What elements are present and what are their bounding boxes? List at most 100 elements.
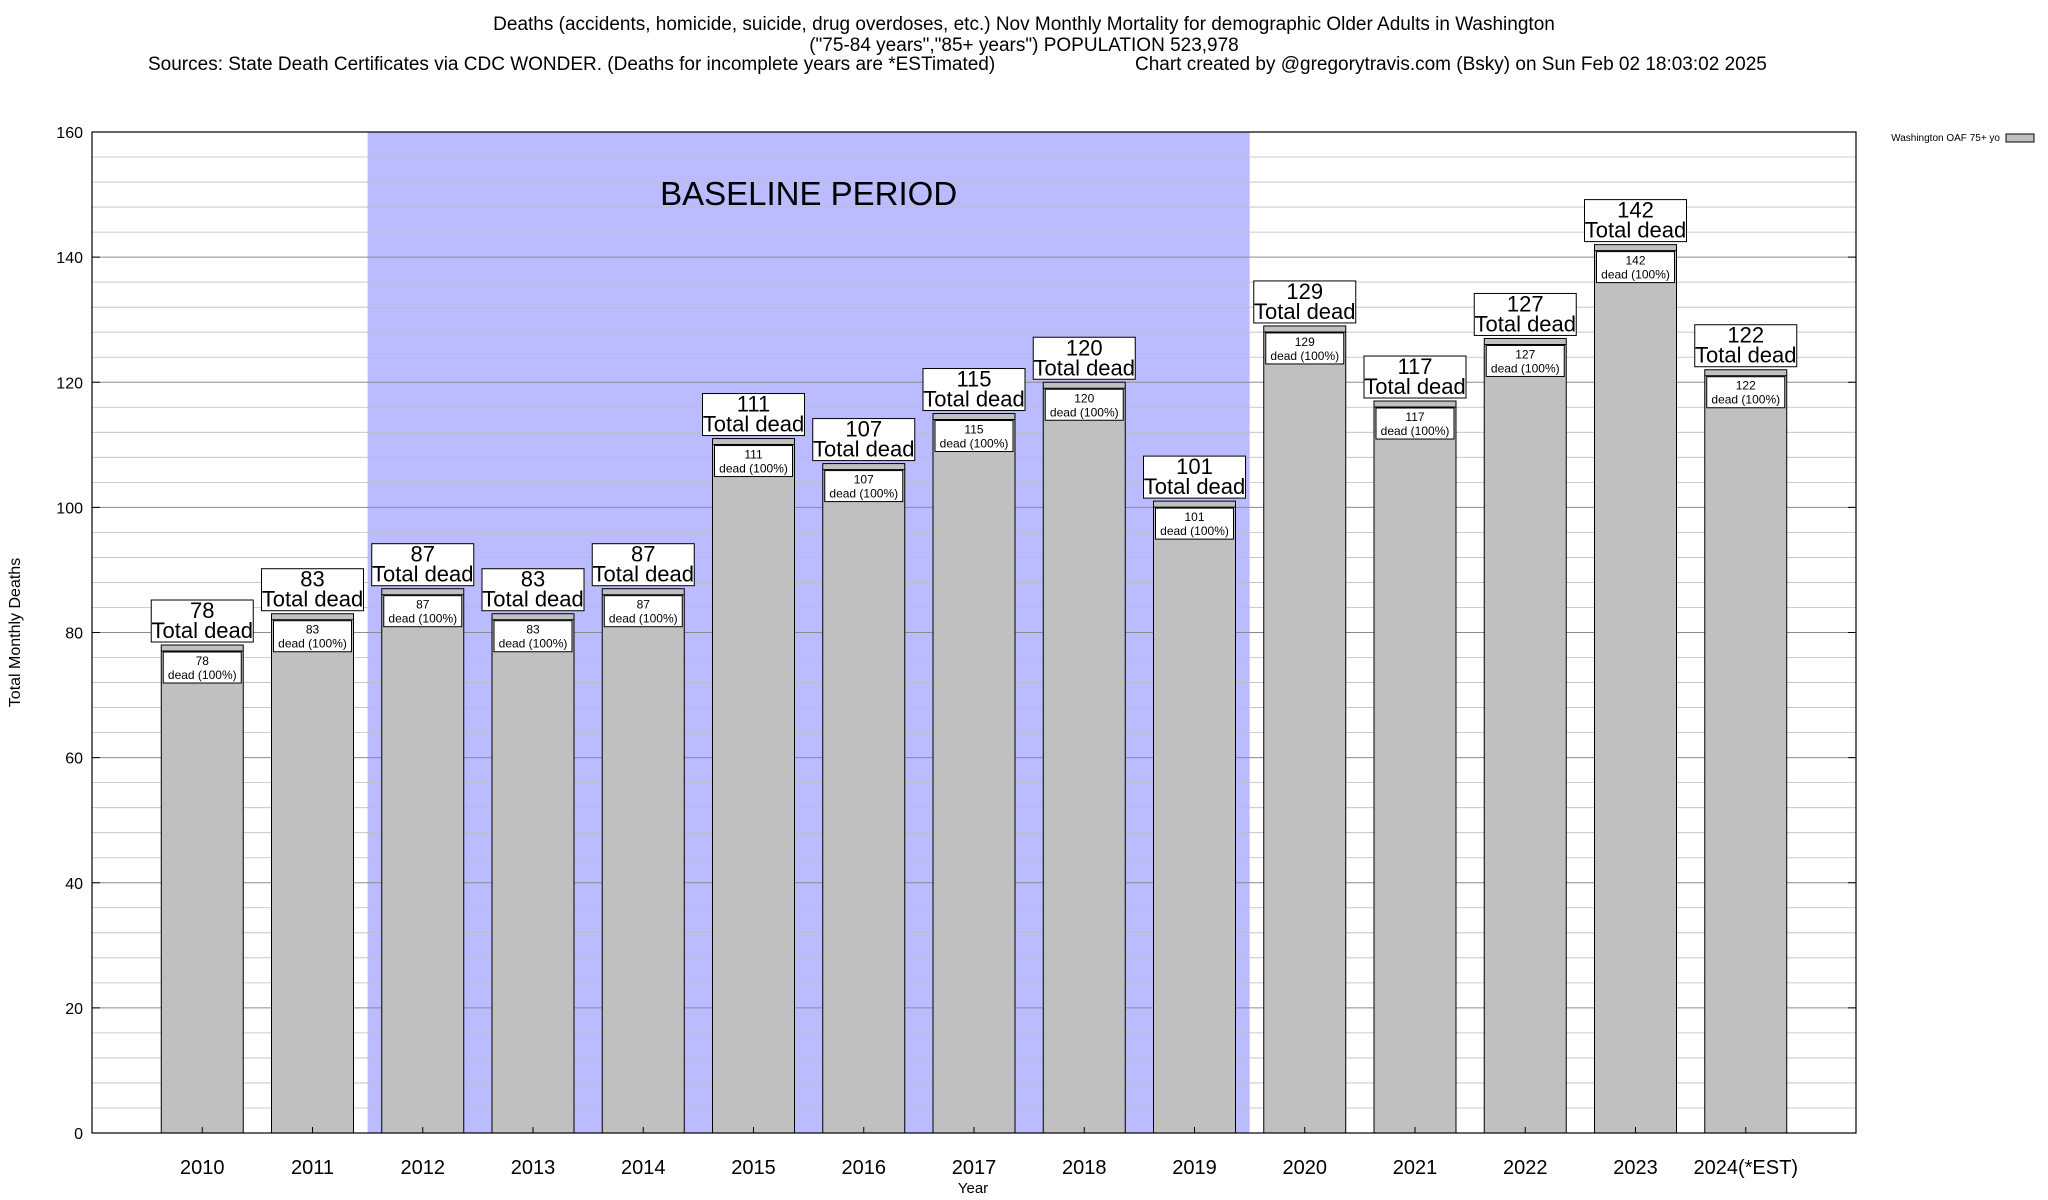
x-tick-label: 2019	[1172, 1157, 1217, 1179]
x-tick-label: 2012	[401, 1157, 446, 1179]
total-label-box	[1143, 455, 1246, 499]
credit-note: Chart created by @gregorytravis.com (Bsk…	[1135, 54, 1767, 75]
baseline-period-label: BASELINE PERIOD	[660, 175, 957, 212]
total-dead-label: Total dead	[813, 437, 915, 462]
bar	[1704, 369, 1788, 1134]
segment-percent-label: dead (100%)	[1381, 424, 1450, 438]
segment-percent-label: dead (100%)	[1050, 405, 1119, 419]
total-label-box	[1473, 292, 1577, 336]
total-label-box	[591, 543, 695, 587]
segment-value-label: 87	[637, 598, 651, 612]
bar	[491, 613, 575, 1134]
bar	[932, 413, 1016, 1134]
x-tick-label: 2021	[1393, 1157, 1438, 1179]
segment-percent-label: dead (100%)	[168, 668, 237, 682]
segment-value-label: 107	[854, 473, 874, 487]
title-line-1: Deaths (accidents, homicide, suicide, dr…	[493, 14, 1555, 35]
total-dead-label: Total dead	[703, 412, 805, 437]
y-tick-label: 0	[74, 1126, 83, 1143]
segment-percent-label: dead (100%)	[719, 462, 788, 476]
segment-label-box	[273, 620, 352, 653]
total-value-label: 78	[190, 598, 214, 623]
total-value-label: 127	[1507, 291, 1544, 316]
total-value-label: 87	[631, 542, 655, 567]
total-value-label: 101	[1176, 454, 1213, 479]
total-value-label: 111	[737, 392, 770, 417]
x-tick-label: 2014	[621, 1157, 666, 1179]
segment-label-box	[603, 595, 683, 628]
total-dead-label: Total dead	[1033, 355, 1135, 380]
total-label-box	[1032, 336, 1136, 380]
x-tick-label: 2015	[731, 1157, 776, 1179]
segment-label-box	[1155, 507, 1234, 540]
segment-percent-label: dead (100%)	[1601, 268, 1670, 282]
segment-label-box	[1596, 251, 1675, 284]
segment-label-box	[1375, 407, 1455, 440]
legend-label: Washington OAF 75+ yo	[1891, 133, 2000, 144]
total-label-box	[481, 568, 585, 612]
bar	[381, 588, 465, 1134]
segment-label-box	[493, 620, 573, 653]
y-tick-label: 60	[65, 751, 83, 768]
total-label-box	[812, 418, 916, 462]
segment-percent-label: dead (100%)	[499, 637, 568, 651]
bar	[1594, 244, 1677, 1134]
x-tick-label: 2020	[1283, 1157, 1328, 1179]
total-value-label: 129	[1286, 279, 1323, 304]
y-tick-label: 160	[56, 125, 83, 142]
total-dead-label: Total dead	[372, 562, 474, 587]
segment-label-box	[1265, 332, 1345, 365]
bar	[601, 588, 685, 1134]
y-tick-label: 100	[56, 500, 83, 517]
total-label-box	[1253, 280, 1357, 324]
x-tick-label: 2023	[1613, 1157, 1658, 1179]
total-value-label: 120	[1066, 335, 1103, 360]
total-value-label: 115	[956, 367, 991, 392]
total-label-box	[150, 599, 254, 643]
total-value-label: 117	[1397, 354, 1432, 379]
segment-percent-label: dead (100%)	[1491, 361, 1560, 375]
total-dead-label: Total dead	[151, 618, 253, 643]
bar	[1153, 500, 1236, 1134]
segment-value-label: 122	[1736, 379, 1756, 393]
segment-percent-label: dead (100%)	[829, 487, 898, 501]
segment-label-box	[1044, 388, 1124, 421]
total-dead-label: Total dead	[262, 587, 364, 612]
total-dead-label: Total dead	[923, 387, 1025, 412]
total-value-label: 107	[845, 417, 882, 442]
segment-percent-label: dead (100%)	[609, 612, 678, 626]
segment-value-label: 120	[1074, 391, 1094, 405]
segment-value-label: 115	[964, 423, 983, 437]
segment-value-label: 127	[1515, 347, 1535, 361]
y-tick-label: 40	[65, 876, 83, 893]
x-tick-label: 2018	[1062, 1157, 1107, 1179]
total-value-label: 122	[1727, 323, 1764, 348]
x-tick-label: 2024(*EST)	[1694, 1157, 1799, 1179]
segment-percent-label: dead (100%)	[1160, 524, 1229, 538]
bar	[1483, 337, 1567, 1134]
bar	[1263, 325, 1347, 1134]
total-value-label: 87	[411, 542, 435, 567]
y-tick-label: 20	[65, 1001, 83, 1018]
y-axis-title: Total Monthly Deaths	[7, 558, 24, 707]
y-tick-label: 140	[56, 250, 83, 267]
total-value-label: 83	[521, 567, 545, 592]
segment-label-box	[824, 470, 904, 503]
total-dead-label: Total dead	[1364, 374, 1466, 399]
bar	[1042, 381, 1126, 1134]
segment-percent-label: dead (100%)	[1270, 349, 1339, 363]
total-dead-label: Total dead	[1695, 343, 1797, 368]
total-label-box	[922, 368, 1026, 412]
sources-note: Sources: State Death Certificates via CD…	[148, 54, 996, 75]
total-dead-label: Total dead	[482, 587, 584, 612]
segment-label-box	[1485, 344, 1565, 377]
segment-label-box	[383, 595, 463, 628]
y-tick-label: 120	[56, 375, 83, 392]
segment-value-label: 83	[526, 623, 540, 637]
segment-value-label: 117	[1405, 410, 1424, 424]
title-line-2: ("75-84 years","85+ years") POPULATION 5…	[809, 35, 1239, 56]
total-label-box	[1363, 355, 1467, 399]
y-tick-label: 80	[65, 626, 83, 643]
bar	[271, 613, 354, 1134]
